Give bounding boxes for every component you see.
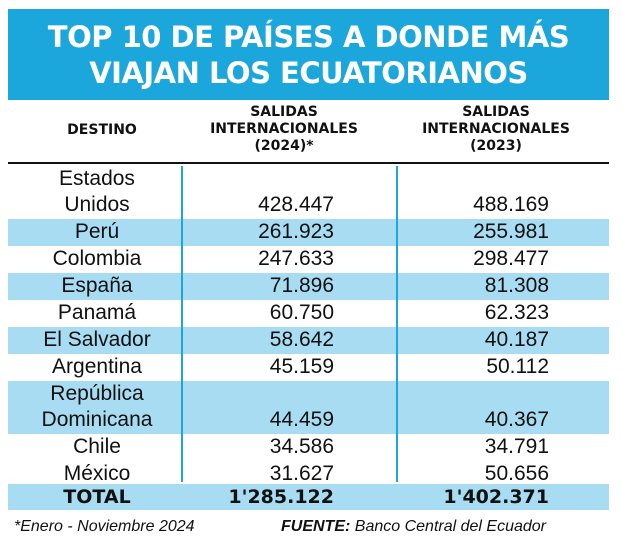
total-row: TOTAL 1'285.122 1'402.371 [8,484,609,510]
value-2023-cell: 50.112 [486,355,549,378]
value-2023-cell: 50.656 [484,462,549,485]
value-2024-cell: 247.633 [258,247,334,270]
value-2023-cell: 255.981 [473,220,549,243]
destino-line: Argentina [52,355,142,378]
value-2024-cell: 60.750 [269,301,334,324]
destino-line: República [50,382,144,405]
table-row: Panamá 60.750 62.323 [8,300,609,327]
value-2024-cell: 428.447 [258,193,334,216]
total-label: TOTAL [63,486,131,508]
destino-line: España [61,274,133,297]
destino-line: Unidos [64,193,130,216]
destino-cell: Chile [8,434,186,460]
header-2024-line-1: SALIDAS [250,104,318,120]
destino-line: México [63,462,131,485]
destino-cell: Colombia [8,246,186,272]
column-divider-1 [181,166,183,482]
destino-cell: México [8,461,186,487]
header-destino: DESTINO [67,122,137,138]
destino-line: Dominicana [41,408,153,431]
value-2024-cell: 44.459 [269,408,334,431]
header-2024: SALIDAS INTERNACIONALES (2024)* [184,104,384,155]
header-2023-line-2: INTERNACIONALES [422,121,570,137]
destino-cell: Perú [8,219,186,245]
source-text: Banco Central del Ecuador [350,518,546,535]
title-line-1: TOP 10 DE PAÍSES A DONDE MÁS [47,19,570,54]
value-2024-cell: 45.159 [269,355,334,378]
destino-line: Perú [74,220,120,243]
table-row: Colombia 247.633 298.477 [8,246,609,273]
value-2024-cell: 71.896 [269,274,334,297]
value-2023-cell: 81.308 [484,274,549,297]
table-row: El Salvador 58.642 40.187 [8,327,609,354]
destino-cell: Panamá [8,300,186,326]
data-table: Estados Unidos 428.447 488.169 Perú 261.923 25… [8,166,609,488]
table-row: España 71.896 81.308 [8,273,609,300]
source-label: FUENTE: [281,518,351,535]
value-2023-cell: 488.169 [473,193,549,216]
total-2024: 1'285.122 [228,486,334,508]
destino-line: Panamá [57,301,137,324]
destino-cell: El Salvador [8,327,186,353]
destino-cell: República Dominicana [8,381,186,433]
value-2024-cell: 34.586 [269,435,334,458]
column-divider-2 [396,166,398,482]
destino-cell: Estados Unidos [8,166,186,218]
table-row: República Dominicana 44.459 40.367 [8,381,609,434]
destino-line: Colombia [52,247,142,270]
table-row: México 31.627 50.656 [8,461,609,488]
header-divider [8,162,609,164]
header-2023-line-1: SALIDAS [462,104,530,120]
table-row: Estados Unidos 428.447 488.169 [8,166,609,219]
value-2023-cell: 298.477 [473,247,549,270]
table-row: Argentina 45.159 50.112 [8,354,609,381]
source-note: FUENTE: Banco Central del Ecuador [281,518,546,536]
header-2024-line-3: (2024)* [254,138,314,154]
value-2023-cell: 62.323 [484,301,549,324]
value-2024-cell: 261.923 [258,220,334,243]
value-2023-cell: 40.187 [484,328,549,351]
header-2023: SALIDAS INTERNACIONALES (2023) [396,104,596,155]
table-row: Perú 261.923 255.981 [8,219,609,246]
destino-line: Chile [73,435,121,458]
value-2023-cell: 40.367 [484,408,549,431]
footnote: *Enero - Noviembre 2024 [14,518,195,535]
header-2023-line-3: (2023) [470,138,522,154]
destino-line: Estados [59,167,135,190]
value-2023-cell: 34.791 [484,435,549,458]
total-2023: 1'402.371 [443,486,549,508]
value-2024-cell: 31.627 [269,462,334,485]
value-2024-cell: 58.642 [269,328,334,351]
header-2024-line-2: INTERNACIONALES [210,121,358,137]
destino-line: El Salvador [43,328,151,351]
table-row: Chile 34.586 34.791 [8,434,609,461]
destino-cell: Argentina [8,354,186,380]
destino-cell: España [8,273,186,299]
title-banner: TOP 10 DE PAÍSES A DONDE MÁS VIAJAN LOS … [8,9,609,100]
title-line-2: VIAJAN LOS ECUATORIANOS [89,55,528,90]
